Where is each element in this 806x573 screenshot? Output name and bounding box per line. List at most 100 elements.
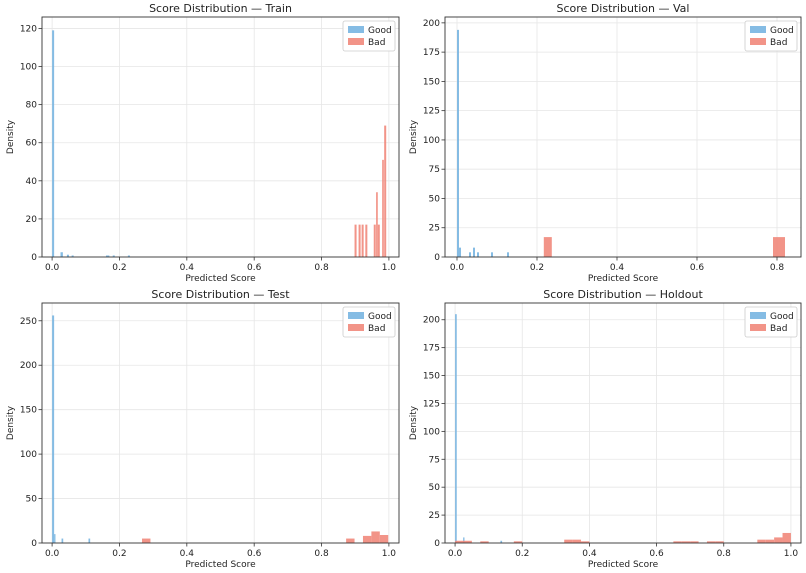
bar-good — [66, 254, 69, 257]
y-tick-label: 40 — [26, 177, 38, 187]
bar-good — [60, 252, 63, 257]
bar-bad — [706, 541, 716, 543]
x-tick-label: 0.8 — [717, 549, 732, 559]
bar-good — [507, 252, 509, 257]
x-tick-label: 0.6 — [649, 549, 664, 559]
subplot-title: Score Distribution — Holdout — [543, 288, 703, 301]
subplot-title: Score Distribution — Val — [557, 2, 690, 15]
y-tick-label: 50 — [429, 483, 441, 493]
y-axis-label: Density — [409, 119, 419, 154]
x-tick-label: 0.2 — [112, 549, 126, 559]
y-tick-label: 80 — [26, 101, 38, 111]
legend-swatch-bad — [750, 324, 766, 331]
y-tick-label: 200 — [423, 19, 440, 29]
legend-swatch-bad — [750, 38, 766, 45]
bar-bad — [572, 539, 582, 543]
bar-bad — [142, 538, 151, 543]
bar-bad — [480, 541, 489, 543]
y-tick-label: 200 — [20, 361, 37, 371]
axes-frame — [41, 302, 400, 544]
legend-label-bad: Bad — [368, 38, 385, 48]
legend-swatch-bad — [348, 38, 364, 45]
bar-bad — [362, 535, 372, 543]
legend-swatch-good — [348, 26, 364, 33]
legend-swatch-good — [750, 312, 766, 319]
bar-bad — [358, 224, 361, 257]
bar-good — [473, 247, 475, 257]
y-tick-label: 75 — [429, 455, 440, 465]
y-tick-label: 175 — [423, 344, 440, 354]
legend-swatch-good — [750, 26, 766, 33]
bar-good — [61, 538, 64, 543]
bar-bad — [346, 538, 355, 543]
subplot-3: 0.0 0.2 0.4 0.6 0.8 1.0 0 50 100 150 200 250 Score D… — [6, 288, 400, 570]
y-tick-label: 20 — [26, 215, 38, 225]
bar-good — [459, 247, 461, 257]
axes-frame — [41, 16, 400, 258]
bar-bad — [377, 224, 380, 257]
bar-bad — [379, 535, 389, 543]
bar-good — [105, 255, 110, 257]
y-tick-label: 25 — [429, 224, 440, 234]
bar-bad — [373, 224, 376, 257]
x-tick-label: 1.0 — [382, 263, 397, 273]
x-tick-label: 1.0 — [382, 549, 397, 559]
y-tick-label: 120 — [20, 24, 37, 34]
bar-bad — [715, 541, 724, 543]
legend-label-good: Good — [368, 312, 392, 322]
axes-frame — [444, 302, 802, 544]
x-tick-label: 0.4 — [180, 549, 195, 559]
y-tick-label: 150 — [423, 372, 440, 382]
bar-good — [112, 255, 115, 257]
subplot-2: 0.0 0.2 0.4 0.6 0.8 0 25 50 75 100 125 150 175 200 Sco… — [409, 2, 802, 284]
x-tick-label: 0.4 — [610, 263, 625, 273]
bar-bad — [782, 532, 791, 543]
x-tick-label: 0.8 — [314, 549, 329, 559]
x-tick-label: 1.0 — [784, 549, 799, 559]
bar-good — [54, 534, 56, 543]
x-tick-label: 0.0 — [45, 549, 60, 559]
bar-bad — [376, 192, 378, 257]
x-axis-label: Predicted Score — [588, 560, 659, 570]
y-tick-label: 175 — [423, 48, 440, 58]
bar-bad — [384, 125, 387, 257]
bar-good — [469, 252, 471, 257]
bar-bad — [581, 541, 590, 543]
bar-bad — [371, 531, 380, 543]
y-tick-label: 50 — [429, 194, 441, 204]
bar-good — [477, 252, 479, 257]
x-tick-label: 0.8 — [770, 263, 785, 273]
bar-bad — [757, 539, 766, 543]
bar-bad — [455, 540, 464, 543]
bar-bad — [463, 540, 472, 543]
legend-swatch-good — [348, 312, 364, 319]
bar-bad — [354, 224, 357, 257]
axes-frame — [444, 16, 802, 258]
y-tick-label: 200 — [423, 316, 440, 326]
y-tick-label: 75 — [429, 165, 440, 175]
bar-bad — [690, 541, 699, 543]
subplot-4: 0.0 0.2 0.4 0.6 0.8 1.0 0 25 50 75 100 125 150 175 200… — [409, 288, 802, 570]
legend-label-bad: Bad — [770, 324, 787, 334]
y-tick-label: 125 — [423, 399, 440, 409]
y-tick-label: 125 — [423, 107, 440, 117]
x-tick-label: 0.0 — [448, 549, 463, 559]
y-tick-label: 150 — [423, 77, 440, 87]
bar-good — [455, 314, 457, 543]
bar-good — [52, 30, 55, 258]
y-axis-label: Density — [409, 405, 419, 440]
bar-good — [52, 315, 55, 543]
bar-bad — [773, 237, 785, 257]
x-tick-label: 0.6 — [247, 263, 262, 273]
y-tick-label: 0 — [434, 539, 440, 549]
x-tick-label: 0.6 — [247, 549, 262, 559]
x-tick-label: 0.2 — [530, 263, 544, 273]
bar-bad — [543, 237, 552, 257]
x-tick-label: 0.2 — [112, 263, 126, 273]
legend-label-good: Good — [368, 26, 392, 36]
y-tick-label: 25 — [429, 511, 440, 521]
y-tick-label: 100 — [423, 136, 440, 146]
x-tick-label: 0.0 — [45, 263, 60, 273]
bar-good — [71, 255, 74, 257]
